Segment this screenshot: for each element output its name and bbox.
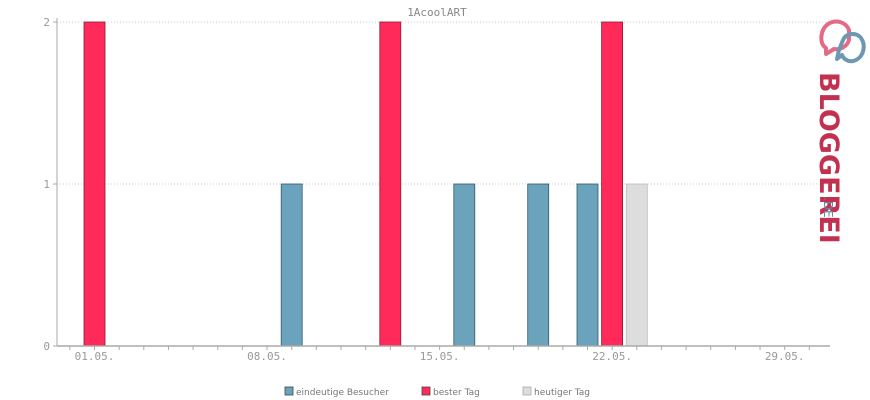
x-tick-label: 08.05.	[247, 350, 287, 363]
grid-lines	[57, 21, 830, 185]
bar	[576, 183, 599, 347]
bar	[453, 183, 476, 347]
legend-label: heutiger Tag	[534, 388, 590, 398]
bar	[280, 183, 303, 347]
x-tick-label: 15.05.	[420, 350, 460, 363]
legend-swatch	[421, 386, 431, 396]
y-tick-label: 0	[43, 340, 50, 353]
legend-swatch	[284, 386, 294, 396]
bar	[625, 183, 648, 347]
y-tick-label: 1	[43, 178, 50, 191]
legend: eindeutige Besucher bester Tag heutiger Ta…	[284, 386, 590, 398]
brand-suffix: .DE	[821, 197, 835, 218]
bars	[83, 21, 648, 347]
brand-name: BLOGGEREI	[813, 72, 844, 244]
legend-label: bester Tag	[433, 388, 480, 398]
x-tick-label: 29.05.	[765, 350, 805, 363]
bar	[83, 21, 106, 347]
legend-label: eindeutige Besucher	[296, 388, 389, 398]
x-tick-label: 01.05.	[75, 350, 115, 363]
y-tick-label: 2	[43, 16, 50, 29]
axes	[53, 18, 830, 350]
bar	[601, 21, 623, 347]
x-tick-labels: 01.05. 08.05. 15.05. 22.05. 29.05.	[75, 350, 805, 363]
bar	[379, 21, 402, 347]
bar	[527, 183, 550, 347]
chat-bubbles-icon	[819, 19, 866, 64]
legend-swatch	[522, 386, 532, 396]
bloggerei-logo: BLOGGEREI .DE	[813, 19, 866, 244]
y-tick-labels: 0 1 2	[43, 16, 50, 353]
chart-title: 1AcoolART	[407, 6, 467, 19]
x-tick-label: 22.05.	[592, 350, 632, 363]
